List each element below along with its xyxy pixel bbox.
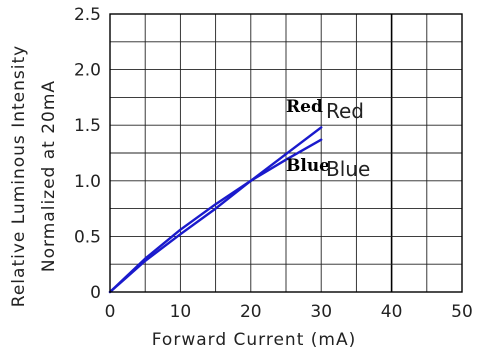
blue-label-thin: Blue: [326, 157, 370, 181]
y-axis-title-line-2: Normalized at 20mA: [39, 80, 59, 272]
x-axis-title: Forward Current (mA): [152, 330, 356, 350]
x-tick-label: 20: [240, 302, 262, 322]
x-tick-label: 50: [451, 302, 473, 322]
series-lines: [108, 126, 323, 294]
x-tick-label: 30: [310, 302, 332, 322]
x-tick-labels: 0 10 20 30 40 50: [105, 302, 473, 322]
y-tick-labels: 0 0.5 1.0 1.5 2.0 2.5: [74, 5, 101, 303]
y-tick-label: 2.0: [74, 61, 101, 81]
red-label-bold: Red: [286, 97, 323, 117]
series-line-red: [108, 126, 323, 294]
x-tick-label: 0: [105, 302, 116, 322]
series-line-blue: [108, 138, 323, 294]
x-tick-label: 10: [170, 302, 192, 322]
y-tick-label: 2.5: [74, 5, 101, 25]
red-label-thin: Red: [326, 99, 364, 123]
y-axis-title-line-1: Relative Luminous Intensity: [9, 45, 29, 307]
y-tick-label: 0.5: [74, 227, 101, 247]
y-tick-label: 1.0: [74, 172, 101, 192]
y-tick-label: 0: [90, 283, 101, 303]
plot-frame: [109, 13, 463, 293]
blue-label-bold: Blue: [286, 156, 330, 176]
x-tick-label: 40: [381, 302, 403, 322]
y-tick-label: 1.5: [74, 116, 101, 136]
